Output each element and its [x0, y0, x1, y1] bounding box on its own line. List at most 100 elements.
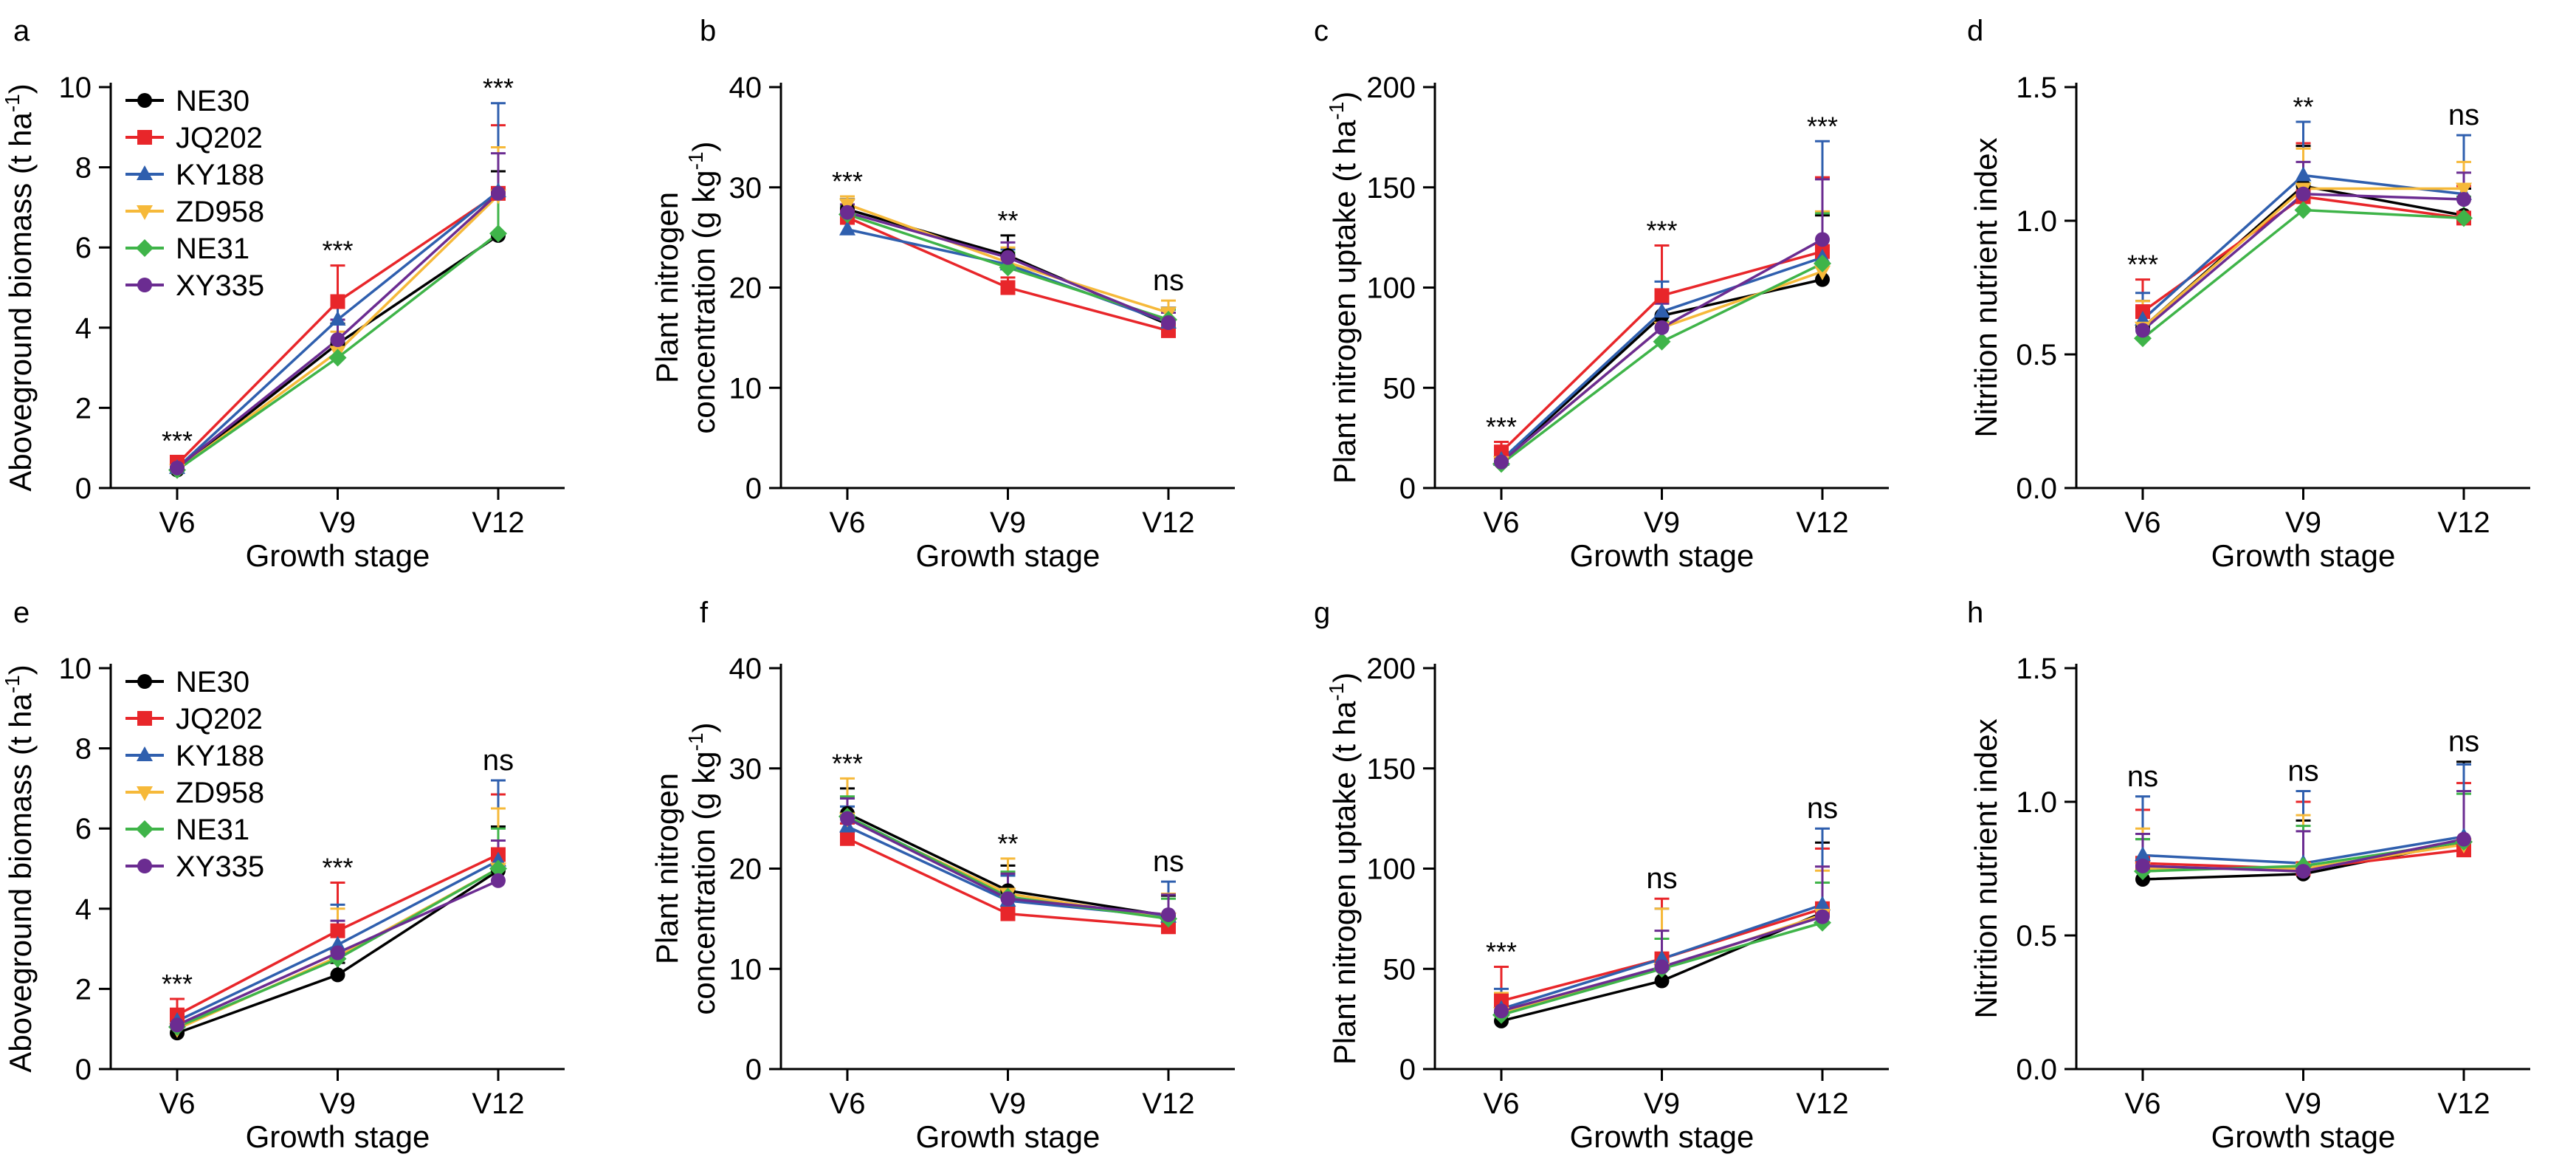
significance-label: *** [322, 853, 353, 883]
x-tick-label: V6 [2125, 1088, 2161, 1120]
legend-label: NE31 [176, 814, 249, 846]
panel-a: a 0 2 4 6 8 10 V6 V9 V12 Growth stage Aboveground b… [1, 15, 565, 573]
y-tick-label: 8 [75, 733, 92, 766]
data-point-xy335 [1000, 250, 1016, 265]
y-tick-label: 6 [75, 232, 92, 264]
significance-label: ** [2293, 92, 2313, 122]
legend-label: NE30 [176, 85, 249, 117]
panel-label: f [700, 597, 709, 629]
x-tick-label: V9 [2285, 506, 2321, 539]
data-point-ne31 [1814, 254, 1831, 272]
y-axis-title-close: ) [1327, 673, 1362, 683]
data-point-xy335 [1000, 891, 1016, 907]
y-axis-title-line2: concentration (g kg-1) [684, 722, 721, 1014]
data-point-ne31 [2294, 201, 2312, 219]
data-point-xy335 [2296, 186, 2311, 202]
x-tick-label: V9 [1644, 506, 1680, 539]
x-axis-title: Growth stage [246, 1119, 430, 1154]
significance-label: ns [1646, 862, 1677, 895]
x-tick-label: V6 [159, 506, 196, 539]
x-tick-label: V6 [1484, 506, 1520, 539]
legend-marker-ne31 [136, 820, 154, 838]
y-axis-title-superscript: -1 [1, 94, 24, 112]
y-tick-label: 10 [729, 372, 762, 405]
data-point-xy335 [1161, 907, 1176, 922]
x-tick-label: V6 [830, 506, 866, 539]
y-tick-label: 1.0 [2016, 786, 2057, 819]
significance-label: ** [997, 828, 1018, 859]
y-tick-label: 10 [729, 953, 762, 986]
legend-marker-ky188 [137, 746, 153, 761]
y-axis-title-line2: concentration (g kg-1) [684, 141, 721, 433]
x-tick-label: V12 [1142, 1088, 1194, 1120]
panel-f: f 0 10 20 30 40 V6 V9 V12 Growth stage Plant nitro… [650, 597, 1235, 1154]
legend-marker-ky188 [137, 165, 153, 180]
y-axis-title-close: ) [3, 664, 38, 675]
legend-label: KY188 [176, 159, 264, 191]
y-tick-label: 1.5 [2016, 72, 2057, 104]
y-axis-title-superscript: -1 [684, 732, 707, 751]
x-tick-label: V12 [2437, 506, 2490, 539]
legend-marker-zd958 [137, 205, 153, 220]
y-tick-label: 30 [729, 172, 762, 205]
significance-label: ** [997, 205, 1018, 236]
significance-label: *** [1646, 215, 1677, 245]
legend-marker-ne30 [137, 93, 152, 108]
y-axis-title-close: ) [686, 141, 721, 151]
significance-label: ns [2127, 760, 2158, 793]
y-axis-title-main: concentration (g kg [686, 170, 721, 433]
panel-b: b 0 10 20 30 40 V6 V9 V12 Growth stage Plant nitro… [650, 15, 1235, 573]
x-axis-title: Growth stage [1570, 538, 1754, 573]
y-tick-label: 1.5 [2016, 653, 2057, 685]
data-point-ne30 [330, 967, 345, 983]
x-tick-label: V12 [2437, 1088, 2490, 1120]
significance-label: *** [1486, 937, 1517, 967]
significance-label: ns [1807, 792, 1838, 825]
y-tick-label: 100 [1366, 853, 1416, 886]
data-point-xy335 [1494, 454, 1509, 470]
legend-label: JQ202 [176, 122, 263, 154]
data-point-jq202 [1000, 280, 1016, 295]
y-tick-label: 150 [1366, 753, 1416, 786]
data-point-ne31 [2455, 209, 2473, 227]
data-point-xy335 [1161, 315, 1176, 331]
y-tick-label: 6 [75, 813, 92, 845]
x-axis-title: Growth stage [246, 538, 430, 573]
panel-label: c [1314, 15, 1329, 47]
y-axis-title-superscript: -1 [684, 151, 707, 170]
y-tick-label: 8 [75, 152, 92, 185]
y-tick-label: 4 [75, 893, 92, 926]
legend: NE30 JQ202 KY188 ZD958 NE31 XY335 [125, 85, 264, 302]
y-tick-label: 2 [75, 392, 92, 425]
y-axis-title-superscript: -1 [1325, 683, 1348, 701]
y-tick-label: 0 [745, 473, 762, 505]
x-tick-label: V12 [472, 506, 524, 539]
y-axis-title-close: ) [3, 83, 38, 94]
y-tick-label: 50 [1383, 372, 1416, 405]
panel-g: g 0 50 100 150 200 V6 V9 V12 Growth stage Plant ni… [1314, 597, 1889, 1154]
series-line-ne31 [2141, 208, 2465, 340]
y-axis-title-superscript: -1 [1, 675, 24, 693]
y-axis-title: Nitrition nutrient index [1969, 137, 2003, 437]
panel-label: e [13, 597, 30, 629]
data-point-ky188 [2135, 846, 2151, 862]
data-point-xy335 [2456, 831, 2471, 847]
x-tick-label: V12 [1142, 506, 1194, 539]
panel-label: a [13, 15, 30, 47]
data-point-ky188 [329, 310, 346, 326]
significance-label: *** [1807, 111, 1838, 141]
significance-label: *** [483, 73, 514, 103]
legend-label: XY335 [176, 851, 264, 883]
y-axis-title-close: ) [686, 722, 721, 732]
x-tick-label: V12 [472, 1088, 524, 1120]
significance-label: *** [2127, 250, 2158, 280]
panel-label: g [1314, 597, 1330, 629]
data-point-ne31 [328, 348, 347, 367]
data-point-ne31 [489, 859, 507, 878]
x-axis-title: Growth stage [2211, 1119, 2396, 1154]
panel-label: h [1967, 597, 1983, 629]
data-point-xy335 [2456, 192, 2471, 207]
data-point-ne31 [1653, 332, 1671, 351]
panel-e: e 0 2 4 6 8 10 V6 V9 V12 Growth stage Aboveground b… [1, 597, 565, 1154]
y-tick-label: 150 [1366, 172, 1416, 205]
